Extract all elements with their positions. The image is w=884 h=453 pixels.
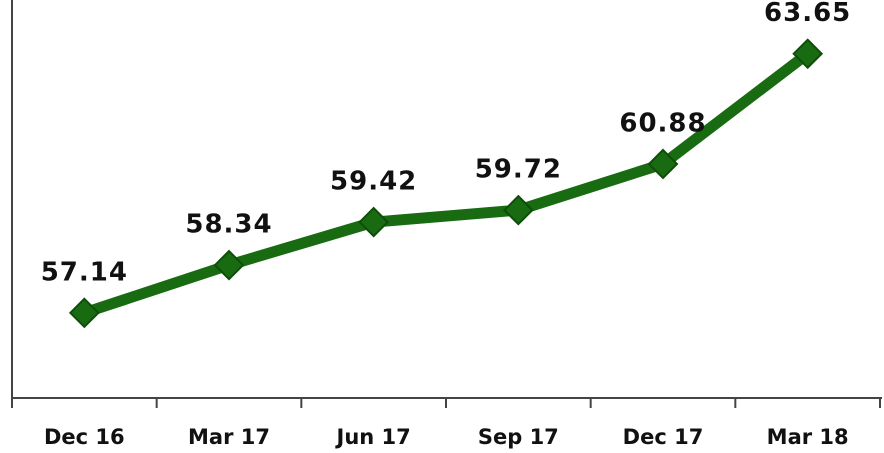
x-tick-label: Sep 17 [478,425,559,449]
data-label: 63.65 [764,0,851,28]
marker [502,194,534,226]
marker [647,148,679,180]
data-label: 59.72 [475,155,562,185]
data-label: 60.88 [619,108,706,138]
x-tick-label: Jun 17 [335,425,411,449]
data-label: 58.34 [185,210,272,240]
marker [68,297,100,329]
data-label: 59.42 [330,167,417,197]
marker [213,249,245,281]
data-label: 57.14 [41,257,128,287]
x-tick-label: Mar 17 [188,425,270,449]
line [78,48,814,319]
x-tick-label: Dec 16 [44,425,125,449]
marker [792,38,824,70]
x-tick-label: Mar 18 [767,425,849,449]
marker [358,206,390,238]
x-tick-label: Dec 17 [623,425,704,449]
